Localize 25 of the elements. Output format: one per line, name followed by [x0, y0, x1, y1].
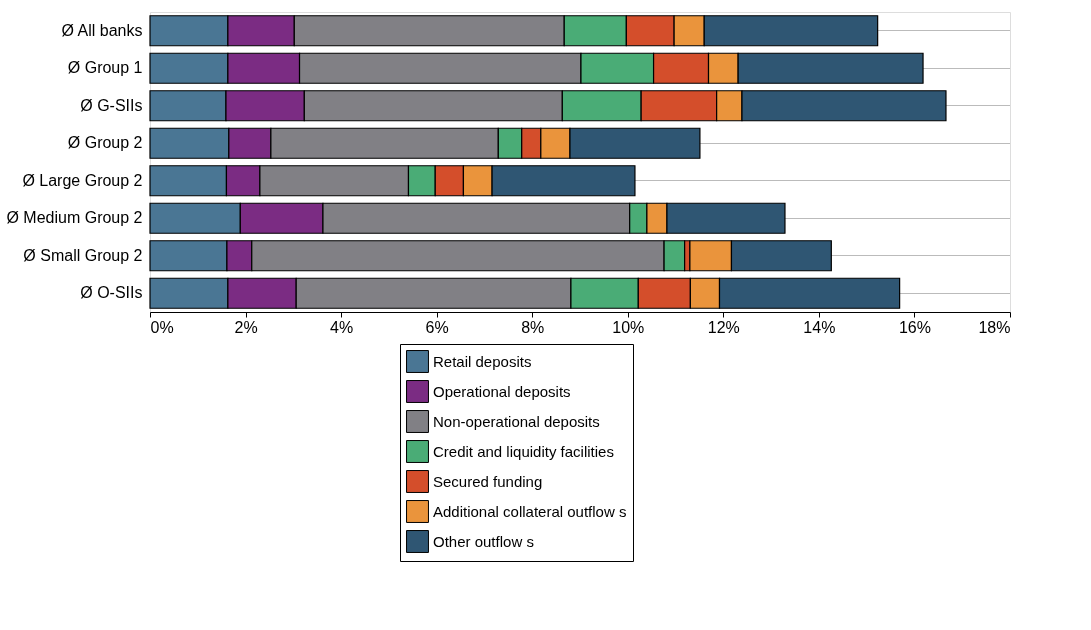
- y-tick-label: Ø All banks: [61, 21, 143, 39]
- legend-label: Secured funding: [433, 472, 543, 490]
- x-tick-label: 10%: [612, 318, 645, 336]
- x-tick-label: 14%: [803, 318, 836, 336]
- x-tick-label: 18%: [978, 318, 1011, 336]
- y-tick-label: Ø Large Group 2: [22, 171, 143, 189]
- x-tick-label: 4%: [330, 318, 354, 336]
- y-tick-label: Ø Group 1: [67, 59, 143, 77]
- x-tick-label: 12%: [707, 318, 740, 336]
- legend-label: Credit and liquidity facilities: [433, 442, 614, 460]
- y-tick-label: Ø Medium Group 2: [6, 209, 143, 227]
- y-tick-label: Ø O-SIIs: [80, 284, 143, 302]
- y-tick-label: Ø G-SIIs: [80, 96, 143, 114]
- x-tick-label: 2%: [234, 318, 258, 336]
- legend-label: Non-operational deposits: [433, 412, 600, 430]
- legend-label: Operational deposits: [433, 382, 571, 400]
- legend-label: Retail deposits: [433, 352, 532, 370]
- x-tick-label: 0%: [150, 318, 174, 336]
- x-tick-label: 8%: [521, 318, 545, 336]
- y-tick-label: Ø Group 2: [67, 134, 143, 152]
- y-tick-label: Ø Small Group 2: [23, 246, 143, 264]
- legend-label: Other outflow s: [433, 532, 534, 550]
- x-tick-label: 6%: [425, 318, 449, 336]
- legend-label: Additional collateral outflow s: [433, 502, 627, 520]
- x-tick-label: 16%: [898, 318, 931, 336]
